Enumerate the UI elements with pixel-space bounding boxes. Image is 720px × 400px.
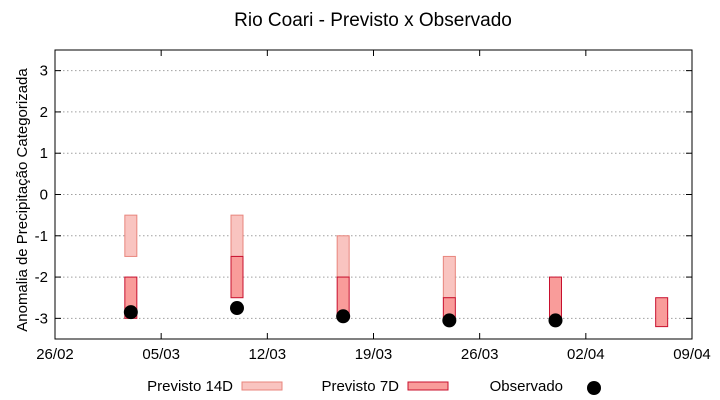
bar-previsto-14d bbox=[336, 235, 350, 278]
bar-previsto-7d bbox=[549, 276, 562, 319]
x-tick-label: 09/04 bbox=[673, 346, 711, 363]
point-observado bbox=[336, 309, 351, 324]
chart-title: Rio Coari - Previsto x Observado bbox=[234, 10, 512, 31]
legend-swatch-previsto-14d bbox=[241, 381, 283, 391]
bar-previsto-14d bbox=[124, 214, 138, 257]
plot-area bbox=[123, 214, 669, 328]
point-observado bbox=[230, 301, 244, 316]
y-tick-label: 0 bbox=[40, 187, 48, 204]
legend: Previsto 14D Previsto 7D Observado bbox=[147, 378, 601, 395]
y-tick-label: -3 bbox=[35, 310, 48, 327]
legend-label-previsto-7d: Previsto 7D bbox=[321, 378, 399, 395]
point-observado bbox=[442, 313, 457, 328]
legend-swatch-previsto-7d bbox=[407, 381, 449, 391]
y-tick-label: -2 bbox=[35, 269, 48, 286]
y-tick-label: -1 bbox=[35, 228, 48, 245]
grid bbox=[55, 70, 692, 319]
bar-previsto-7d bbox=[230, 255, 244, 299]
legend-swatch-observado bbox=[587, 381, 601, 395]
bar-previsto-7d bbox=[655, 297, 669, 328]
bar-previsto-14d bbox=[230, 214, 244, 257]
legend-label-previsto-14d: Previsto 14D bbox=[147, 378, 233, 395]
y-tick-label: 2 bbox=[40, 104, 48, 121]
x-tick-label: 19/03 bbox=[355, 346, 393, 363]
y-axis-label: Anomalia de Precipitação Categorizada bbox=[14, 68, 31, 332]
x-tick-label: 05/03 bbox=[142, 346, 180, 363]
point-observado bbox=[123, 305, 138, 320]
y-axis-label-group: Anomalia de Precipitação Categorizada bbox=[14, 68, 31, 332]
y-tick-label: 1 bbox=[40, 145, 48, 162]
y-axis: 3 2 1 0 -1 -2 -3 bbox=[35, 63, 692, 327]
y-tick-label: 3 bbox=[40, 63, 48, 80]
x-axis: 26/02 05/03 12/03 19/03 26/03 02/04 09/04 bbox=[36, 50, 711, 363]
x-tick-label: 26/02 bbox=[36, 346, 74, 363]
x-tick-label: 26/03 bbox=[461, 346, 499, 363]
x-tick-label: 12/03 bbox=[249, 346, 287, 363]
point-observado bbox=[548, 313, 563, 328]
x-tick-label: 02/04 bbox=[567, 346, 605, 363]
legend-label-observado: Observado bbox=[490, 378, 563, 395]
bar-previsto-14d bbox=[442, 255, 456, 299]
